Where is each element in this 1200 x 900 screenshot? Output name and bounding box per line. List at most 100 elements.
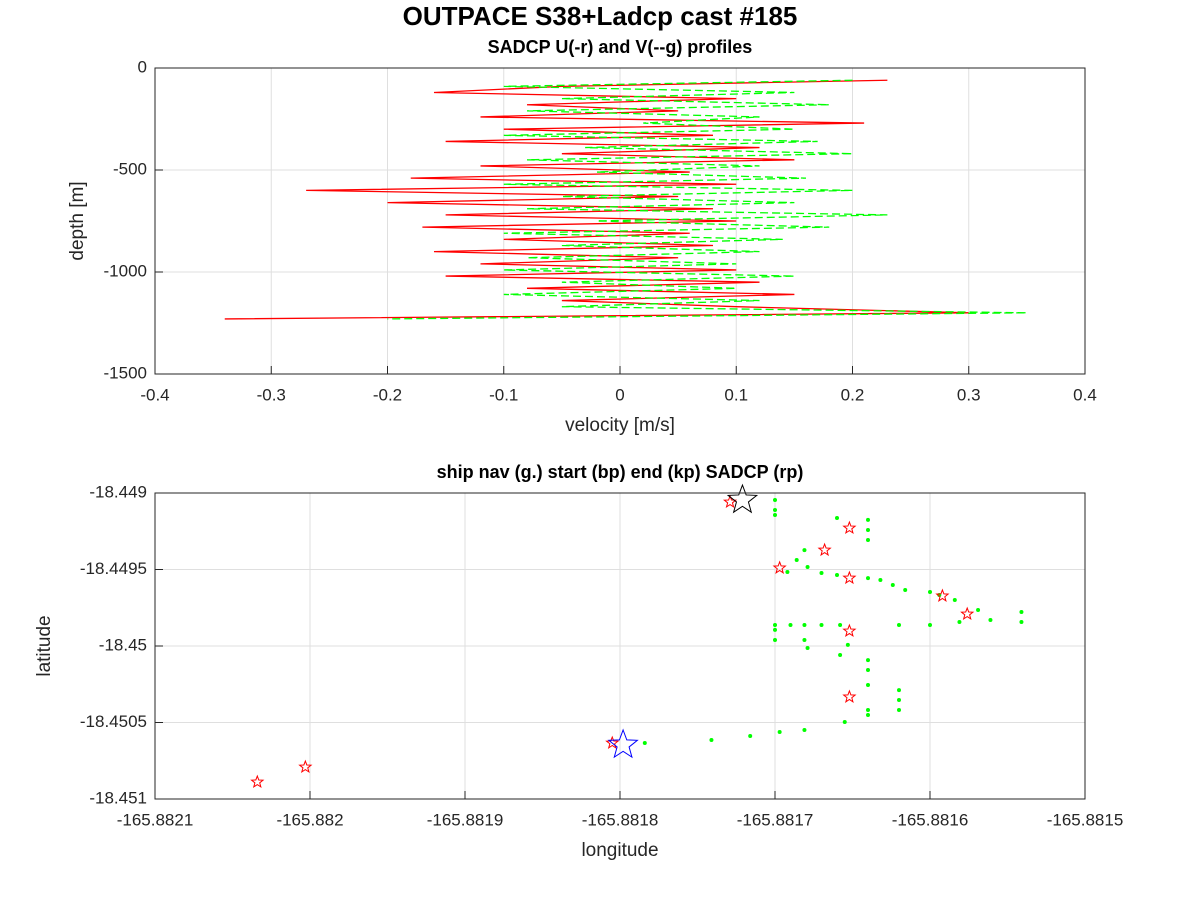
chart-title: SADCP U(-r) and V(--g) profiles [488, 37, 753, 57]
profile-line [224, 79, 969, 320]
x-tick-label: -0.3 [257, 385, 286, 404]
nav-point [794, 558, 799, 563]
star-point [935, 588, 950, 602]
nav-point [866, 537, 870, 542]
nav-point [838, 623, 843, 628]
y-tick-label: -18.4495 [80, 559, 147, 578]
nav-point [897, 688, 901, 693]
nav-point [845, 642, 850, 647]
nav-point [866, 517, 870, 522]
x-axis-label: longitude [581, 840, 658, 861]
star-point [960, 606, 975, 621]
nav-point [866, 528, 870, 533]
nav-point [866, 576, 870, 581]
nav-point [1019, 610, 1024, 615]
nav-point [866, 707, 870, 712]
star-point [607, 728, 639, 759]
figure-title: OUTPACE S38+Ladcp cast #185 [403, 1, 798, 31]
star-point [842, 520, 857, 535]
nav-point [835, 573, 839, 578]
nav-point [785, 569, 790, 574]
x-tick-label: -165.8821 [117, 810, 194, 829]
nav-point [642, 741, 647, 746]
nav-point [773, 513, 777, 518]
y-tick-label: -500 [113, 159, 147, 178]
nav-point [976, 608, 981, 613]
nav-point [903, 588, 908, 593]
star-point [842, 570, 857, 585]
nav-point [748, 733, 753, 738]
star-point [842, 623, 857, 638]
x-tick-label: -0.2 [373, 385, 402, 404]
nav-point [988, 617, 993, 622]
nav-point [897, 707, 901, 712]
nav-point [835, 515, 839, 520]
axes-box [154, 492, 1086, 800]
x-tick-label: -165.8819 [427, 810, 504, 829]
nav-point [819, 571, 824, 576]
nav-point [805, 645, 810, 650]
nav-point [773, 627, 777, 632]
x-axis-label: velocity [m/s] [565, 415, 675, 436]
nav-point [777, 729, 782, 734]
star-point [842, 689, 857, 703]
nav-point [890, 582, 895, 587]
y-axis-label: depth [m] [67, 181, 88, 260]
nav-point [866, 683, 870, 688]
nav-point [802, 548, 807, 553]
x-tick-label: -165.8816 [892, 810, 969, 829]
nav-point [773, 638, 777, 643]
nav-point [788, 623, 793, 628]
y-axis-label: latitude [34, 615, 55, 676]
y-tick-label: -18.4505 [80, 712, 147, 731]
nav-point [709, 737, 714, 742]
y-tick-label: -1500 [104, 363, 147, 382]
x-tick-label: -0.1 [489, 385, 518, 404]
axes-box [154, 67, 1086, 375]
x-tick-label: 0 [615, 385, 624, 404]
y-tick-label: -18.449 [89, 482, 147, 501]
nav-point [773, 507, 777, 512]
nav-point [773, 623, 777, 628]
nav-point [842, 720, 847, 725]
profile-line [387, 79, 1027, 320]
star-point [726, 483, 759, 514]
x-tick-label: -0.4 [140, 385, 169, 404]
star-point [817, 542, 832, 557]
y-tick-label: -18.45 [99, 635, 147, 654]
nav-point [802, 727, 807, 732]
nav-point [802, 623, 807, 628]
x-tick-label: 0.4 [1073, 385, 1097, 404]
nav-point [878, 578, 883, 583]
nav-point [928, 623, 932, 628]
nav-point [866, 658, 870, 663]
x-tick-label: -165.8817 [737, 810, 814, 829]
x-tick-label: -165.8815 [1047, 810, 1124, 829]
chart-title: ship nav (g.) start (bp) end (kp) SADCP … [437, 462, 804, 482]
x-tick-label: 0.2 [841, 385, 865, 404]
nav-point [802, 638, 807, 643]
x-tick-label: -165.8818 [582, 810, 659, 829]
nav-point [866, 668, 870, 673]
nav-point [928, 589, 932, 594]
nav-point [952, 597, 957, 602]
x-tick-label: -165.882 [276, 810, 343, 829]
y-tick-label: -1000 [104, 261, 147, 280]
star-point [298, 759, 313, 774]
nav-point [866, 713, 870, 718]
nav-point [819, 623, 824, 628]
nav-point [838, 653, 843, 658]
star-point [250, 774, 265, 789]
y-tick-label: -18.451 [89, 788, 147, 807]
x-tick-label: 0.1 [724, 385, 748, 404]
star-point [605, 735, 620, 750]
nav-point [773, 498, 777, 503]
nav-point [1019, 619, 1024, 624]
x-tick-label: 0.3 [957, 385, 981, 404]
nav-point [897, 623, 901, 628]
nav-point [897, 698, 901, 703]
star-point [772, 560, 787, 574]
nav-point [805, 565, 810, 570]
nav-point [957, 619, 962, 624]
